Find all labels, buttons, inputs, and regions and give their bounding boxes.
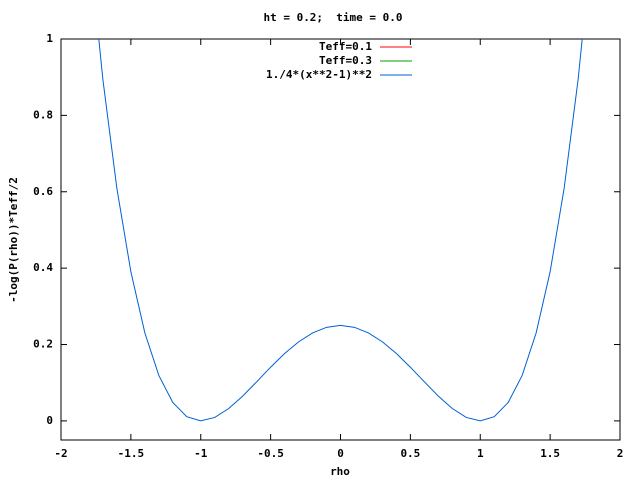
legend-label: Teff=0.3 — [319, 54, 372, 67]
y-tick-label: 0.8 — [33, 108, 53, 121]
x-tick-label: -2 — [54, 447, 67, 460]
y-tick-label: 0 — [46, 414, 53, 427]
x-tick-label: -0.5 — [257, 447, 284, 460]
x-tick-label: 1 — [477, 447, 484, 460]
x-tick-label: 1.5 — [540, 447, 560, 460]
chart-title: ht = 0.2; time = 0.0 — [263, 11, 402, 24]
x-tick-label: 0.5 — [400, 447, 420, 460]
y-tick-label: 0.4 — [33, 261, 53, 274]
y-tick-label: 1 — [46, 32, 53, 45]
x-tick-label: -1.5 — [118, 447, 145, 460]
x-tick-label: 2 — [617, 447, 624, 460]
x-axis-label: rho — [330, 465, 350, 478]
y-axis-label: -log(P(rho))*Teff/2 — [7, 177, 20, 303]
line-series — [98, 39, 583, 422]
y-tick-label: 0.6 — [33, 185, 53, 198]
legend-label: Teff=0.1 — [319, 40, 372, 53]
x-tick-label: -1 — [194, 447, 208, 460]
plot-frame — [60, 38, 621, 441]
y-tick-label: 0.2 — [33, 338, 53, 351]
x-tick-label: 0 — [337, 447, 344, 460]
legend-label: 1./4*(x**2-1)**2 — [266, 68, 372, 81]
